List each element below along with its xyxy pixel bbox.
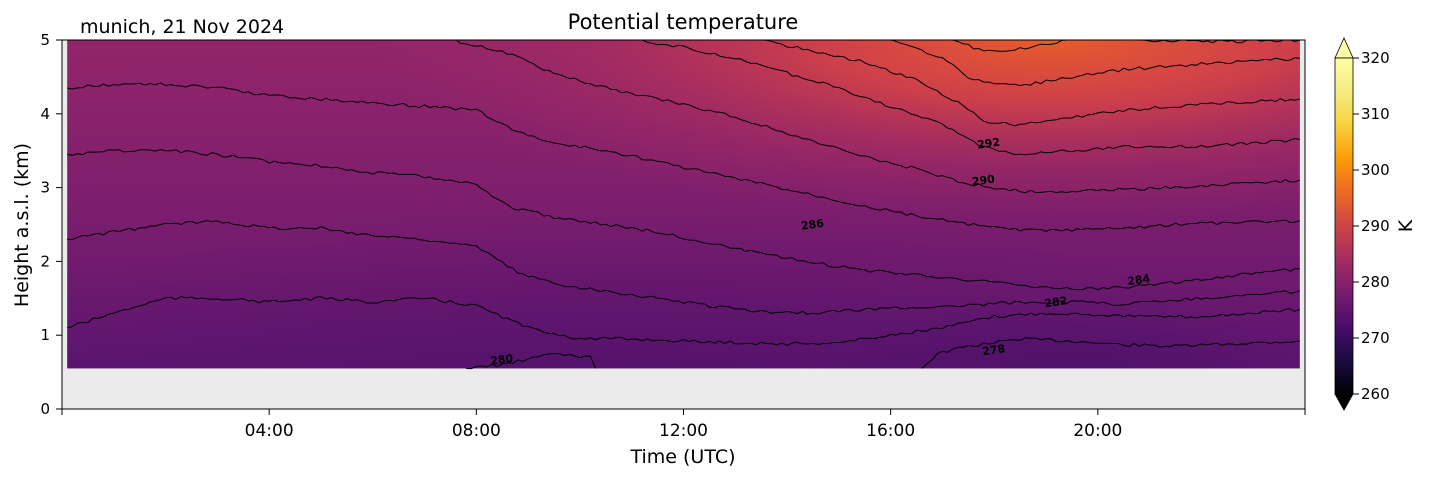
colorbar: 260 270 280 290 300 310 320 K: [1334, 37, 1417, 411]
colorbar-gradient: [1334, 57, 1354, 395]
contour-label-282: 282: [1044, 294, 1069, 310]
contour-labels: 280 278 282 284 286 290 292: [489, 136, 1151, 368]
x-axis: 04:00 08:00 12:00 16:00 20:00: [61, 409, 1306, 441]
colorbar-label: K: [1395, 219, 1417, 232]
y-tick-label: 1: [40, 326, 50, 344]
contour-line-286: [67, 82, 1300, 232]
chart-subtitle: munich, 21 Nov 2024: [80, 16, 284, 38]
contour-line-278: [921, 337, 1300, 369]
contour-label-278: 278: [981, 342, 1006, 358]
contour-line-296: [952, 40, 1067, 52]
colorbar-tick-label: 290: [1361, 217, 1390, 235]
contour-label-290: 290: [971, 172, 996, 188]
x-tick-label: 04:00: [245, 421, 294, 441]
y-tick-label: 2: [40, 252, 50, 270]
colorbar-tick-label: 270: [1361, 329, 1390, 347]
colorbar-extend-bottom: [1334, 393, 1354, 411]
contour-line-292: [761, 40, 1300, 127]
contour-line-280: [465, 352, 596, 370]
y-tick-label: 0: [40, 400, 50, 418]
heatmap-field: [67, 40, 1300, 369]
contour-label-286: 286: [800, 217, 825, 233]
y-tick-label: 4: [40, 105, 50, 123]
colorbar-extend-top: [1334, 37, 1354, 59]
y-axis-label: Height a.s.l. (km): [11, 143, 33, 307]
contour-line-280: [67, 296, 1300, 346]
contour-line-288: [450, 40, 1300, 194]
contour-label-284: 284: [1127, 272, 1152, 288]
x-tick-label: 08:00: [452, 421, 501, 441]
colorbar-tick-label: 280: [1361, 273, 1390, 291]
y-axis: 0 1 2 3 4 5: [40, 31, 62, 418]
x-tick-label: 16:00: [866, 421, 915, 441]
contour-line-294: [890, 40, 1300, 87]
x-axis-label: Time (UTC): [629, 446, 735, 468]
contour-line-284: [67, 149, 1300, 291]
x-tick-label: 12:00: [659, 421, 708, 441]
contour-label-280: 280: [489, 352, 514, 368]
colorbar-tick-label: 300: [1361, 161, 1390, 179]
y-tick-label: 3: [40, 179, 50, 197]
x-tick-label: 20:00: [1073, 421, 1122, 441]
contour-line-290: [631, 40, 1300, 156]
contour-lines: [67, 40, 1300, 370]
chart-title: Potential temperature: [568, 10, 799, 34]
colorbar-tick-label: 310: [1361, 105, 1390, 123]
y-tick-label: 5: [40, 31, 50, 49]
colorbar-tick-label: 260: [1361, 385, 1390, 403]
contour-label-292: 292: [976, 136, 1001, 152]
contour-line-282: [67, 220, 1300, 315]
colorbar-tick-label: 320: [1361, 49, 1390, 67]
